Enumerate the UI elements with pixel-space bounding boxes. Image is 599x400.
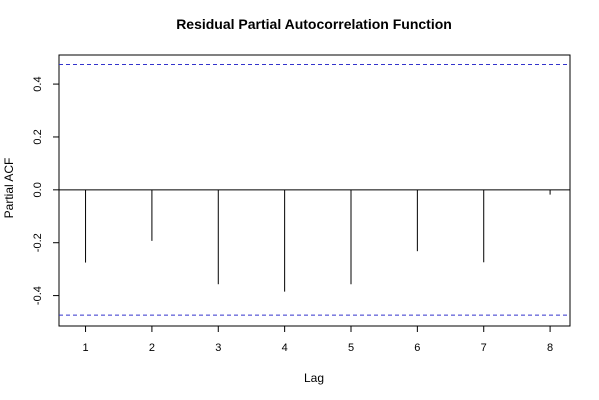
x-tick-label-3: 3 bbox=[215, 342, 221, 354]
y-tick-label-0.0: 0.0 bbox=[32, 182, 44, 197]
x-tick-label-8: 8 bbox=[547, 342, 553, 354]
chart-title: Residual Partial Autocorrelation Functio… bbox=[176, 16, 452, 32]
y-axis-label: Partial ACF bbox=[2, 158, 16, 219]
plot-frame bbox=[58, 54, 571, 327]
x-tick-label-4: 4 bbox=[282, 342, 288, 354]
x-tick-label-6: 6 bbox=[414, 342, 420, 354]
x-tick-label-7: 7 bbox=[481, 342, 487, 354]
y-tick-label-0.4: 0.4 bbox=[32, 76, 44, 91]
x-axis-label: Lag bbox=[304, 371, 324, 385]
x-tick-label-1: 1 bbox=[82, 342, 88, 354]
x-tick-label-2: 2 bbox=[149, 342, 155, 354]
chart-marks: 1 2 3 4 5 6 7 8 -0.4 -0.2 0.0 0.2 0.4 bbox=[32, 64, 570, 354]
y-tick-label-0.2: 0.2 bbox=[32, 129, 44, 144]
y-tick-label--0.4: -0.4 bbox=[32, 286, 44, 305]
y-tick-label--0.2: -0.2 bbox=[32, 233, 44, 252]
x-tick-label-5: 5 bbox=[348, 342, 354, 354]
